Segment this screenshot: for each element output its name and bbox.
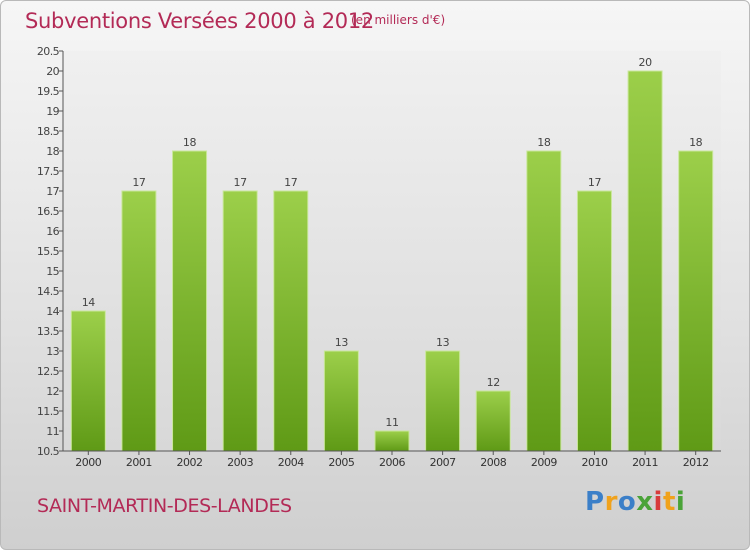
y-tick-label: 18.5 [37,125,60,138]
y-tick-label: 12 [46,385,59,398]
y-tick-label: 15 [46,265,59,278]
x-tick-label: 2010 [581,456,607,469]
x-tick-label: 2002 [177,456,203,469]
logo-letter: i [675,487,686,517]
logo-letter: r [604,487,618,517]
y-tick-label: 19.5 [37,85,60,98]
bar-value-label: 18 [689,136,703,149]
y-tick-label: 12.5 [37,365,60,378]
x-tick-label: 2003 [227,456,253,469]
y-tick-label: 14.5 [37,285,60,298]
bar-value-label: 14 [82,296,96,309]
y-tick-label: 13 [46,345,59,358]
bar-value-label: 18 [183,136,197,149]
proxiti-logo[interactable]: Proxiti [585,487,685,517]
chart-title: Subventions Versées 2000 à 2012 [25,9,374,33]
x-tick-label: 2011 [632,456,658,469]
x-tick-label: 2008 [480,456,506,469]
x-tick-label: 2001 [126,456,152,469]
y-tick-label: 17 [46,185,59,198]
chart-subtitle: (en milliers d'€) [351,13,446,27]
x-tick-label: 2004 [278,456,304,469]
bar [172,150,208,452]
place-name: SAINT-MARTIN-DES-LANDES [37,495,292,517]
bar-value-label: 13 [436,336,450,349]
x-tick-label: 2006 [379,456,405,469]
x-tick-label: 2009 [531,456,557,469]
y-tick-label: 14 [46,305,59,318]
bar [576,190,612,452]
bar [475,390,511,452]
x-tick-label: 2007 [430,456,456,469]
y-axis: 10.5 11 11.5 12 12.5 13 13.5 14 14.5 15 15.5 16 16.5… [37,45,64,458]
logo-letter: x [636,487,654,517]
bar [374,430,410,452]
x-axis: 2000 2001 2002 2003 2004 2005 2006 2007 2008 2009… [63,450,721,469]
y-tick-label: 10.5 [37,445,60,458]
y-tick-label: 17.5 [37,165,60,178]
bar [678,150,714,452]
bar [273,190,309,452]
bar-value-label: 17 [284,176,298,189]
bar-value-label: 12 [487,376,500,389]
x-tick-label: 2005 [328,456,354,469]
bar [425,350,461,452]
bar-value-label: 17 [234,176,248,189]
bar-value-label: 17 [588,176,602,189]
logo-letter: P [585,487,605,517]
bar [627,70,663,452]
x-tick-label: 2012 [683,456,709,469]
logo-letter: o [617,487,637,517]
y-tick-label: 11 [46,425,59,438]
bar-value-label: 13 [335,336,349,349]
bar [222,190,258,452]
bar [70,310,106,452]
bar-value-label: 18 [537,136,551,149]
bar-value-label: 11 [385,416,398,429]
plot-area [63,51,721,451]
x-tick-label: 2000 [75,456,101,469]
y-tick-label: 16.5 [37,205,60,218]
y-tick-label: 15.5 [37,245,60,258]
bar [323,350,359,452]
bar-value-label: 20 [638,56,652,69]
bar [526,150,562,452]
bar [121,190,157,452]
bar-value-label: 17 [132,176,146,189]
y-tick-label: 13.5 [37,325,60,338]
bars: 14 17 18 17 17 13 11 13 12 18 17 20 18 [70,56,714,452]
logo-letter: t [662,487,676,517]
y-tick-label: 20 [46,65,59,78]
logo-letter: i [653,487,663,517]
y-tick-label: 11.5 [37,405,60,418]
y-tick-label: 18 [46,145,59,158]
y-tick-label: 16 [46,225,59,238]
y-tick-label: 19 [46,105,59,118]
y-tick-label: 20.5 [37,45,60,58]
